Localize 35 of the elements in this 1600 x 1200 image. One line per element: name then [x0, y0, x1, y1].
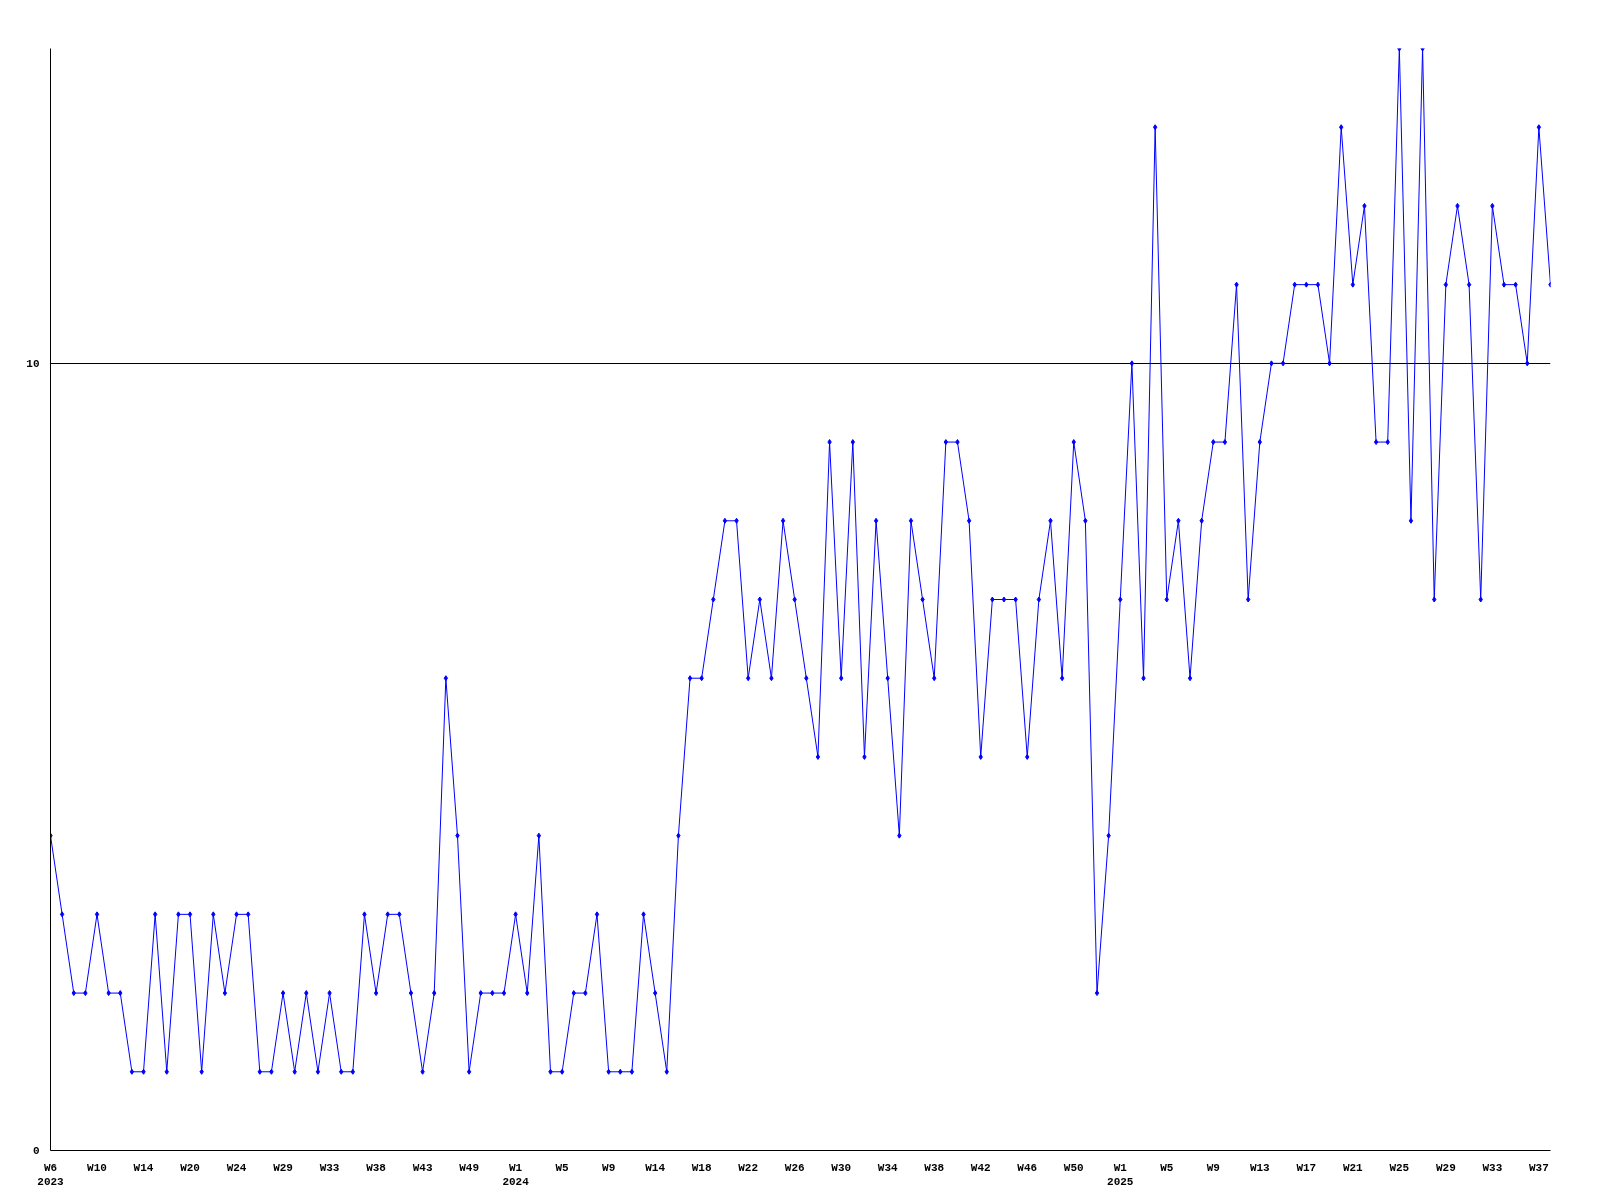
x-tick-label: W38: [366, 1161, 387, 1174]
x-tick-label: W30: [831, 1161, 852, 1174]
x-tick-label: W33: [1482, 1161, 1503, 1174]
x-tick-label: W18: [691, 1161, 712, 1174]
x-tick-label: W46: [1017, 1161, 1038, 1174]
x-tick-label: W1 2024: [502, 1161, 530, 1188]
y-tick-label: 10: [26, 357, 40, 370]
x-tick-label: W43: [412, 1161, 433, 1174]
y-tick-label: 0: [32, 1145, 40, 1157]
x-tick-label: W6 2023: [37, 1161, 65, 1188]
x-tick-label: W20: [180, 1161, 200, 1174]
x-tick-label: W14: [645, 1161, 666, 1174]
x-tick-label: W34: [877, 1161, 899, 1174]
x-tick-label: W10: [87, 1161, 107, 1174]
x-tick-label: W49: [459, 1161, 480, 1174]
x-tick-label: W26: [784, 1161, 805, 1174]
x-tick-label: W42: [970, 1161, 991, 1174]
x-tick-label: W33: [319, 1161, 340, 1174]
x-tick-label: W1 2025: [1107, 1161, 1134, 1188]
x-tick-label: W22: [738, 1161, 759, 1174]
x-tick-label: W5: [555, 1161, 570, 1174]
x-tick-label: W21: [1342, 1161, 1364, 1174]
x-tick-label: W38: [924, 1161, 945, 1174]
x-tick-label: W37: [1528, 1161, 1549, 1174]
x-tick-label: W50: [1063, 1161, 1084, 1174]
x-tick-label: W9: [602, 1161, 616, 1174]
x-tick-label: W29: [273, 1161, 293, 1174]
x-tick-label: W9: [1206, 1161, 1220, 1174]
x-tick-label: W29: [1435, 1161, 1456, 1174]
x-tick-label: W25: [1389, 1161, 1410, 1174]
x-tick-label: W24: [226, 1161, 247, 1174]
x-tick-label: W17: [1296, 1161, 1317, 1174]
x-tick-label: W14: [133, 1161, 154, 1174]
x-tick-label: W13: [1249, 1161, 1271, 1174]
x-tick-label: W5: [1160, 1161, 1174, 1174]
